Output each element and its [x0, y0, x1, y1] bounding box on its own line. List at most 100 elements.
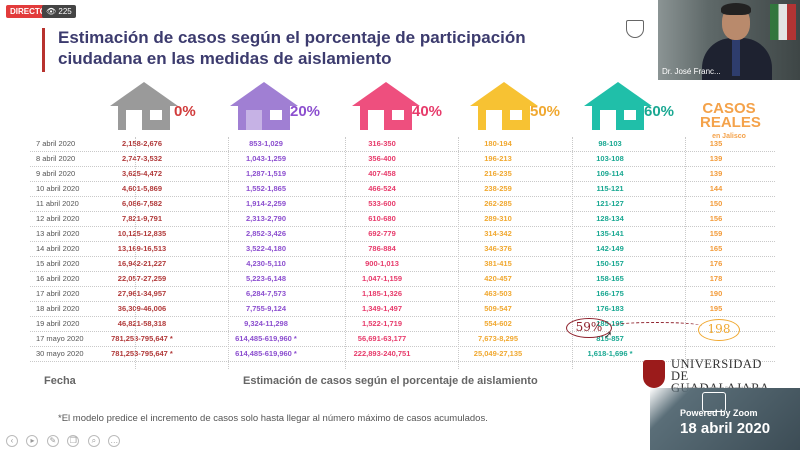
cell-c60: 128-134: [596, 214, 624, 223]
cell-real: 139: [709, 169, 723, 178]
copy-icon[interactable]: ❐: [67, 435, 80, 447]
cell-c60: 166-175: [596, 289, 624, 298]
cell-date: 15 abril 2020: [36, 259, 80, 268]
cell-c20: 853-1,029: [249, 139, 283, 148]
cell-c50: 25,049-27,135: [473, 349, 523, 358]
cell-c50: 180-194: [484, 139, 512, 148]
stream-topbar: DIRECTO 👁 225: [0, 0, 800, 22]
cell-date: 17 abril 2020: [36, 289, 80, 298]
cell-c0: 16,942-21,227: [117, 259, 167, 268]
cell-c60: 150-157: [596, 259, 624, 268]
table-row: 15 abril 2020 16,942-21,227 4,230-5,110 900…: [30, 257, 775, 272]
annotation-198: 198: [698, 319, 740, 341]
udg-logo: UNIVERSIDAD DE GUADALAJARA Red Universit…: [643, 358, 778, 394]
cell-c40: 466-524: [368, 184, 396, 193]
cell-c20: 6,284-7,573: [245, 289, 287, 298]
cell-date: 8 abril 2020: [36, 154, 76, 163]
cell-c60: 815-857: [596, 334, 624, 343]
play-icon[interactable]: ▸: [26, 435, 39, 447]
table-row: 30 mayo 2020 781,253-795,647 * 614,485-619…: [30, 347, 775, 362]
cell-real: 195: [709, 304, 723, 313]
cell-date: 13 abril 2020: [36, 229, 80, 238]
cell-c50: 314-342: [484, 229, 512, 238]
cell-c40: 610-680: [368, 214, 396, 223]
cell-c40: 1,185-1,326: [361, 289, 403, 298]
cell-c0: 10,125-12,835: [117, 229, 167, 238]
cell-real: 178: [709, 274, 723, 283]
house-icon: [108, 80, 180, 132]
column-divider: [685, 137, 686, 369]
cell-date: 12 abril 2020: [36, 214, 80, 223]
cell-date: 30 mayo 2020: [36, 349, 84, 358]
cell-c20: 1,287-1,519: [245, 169, 287, 178]
cell-c20: 9,324-11,298: [244, 319, 288, 328]
more-icon[interactable]: …: [108, 435, 121, 447]
mouse-cursor-icon: ➚: [604, 330, 613, 341]
speaker-video[interactable]: Dr. José Franc...: [658, 0, 800, 80]
cell-c40: 56,691-63,177: [357, 334, 407, 343]
cell-c50: 262-285: [484, 199, 512, 208]
cell-c20: 4,230-5,110: [246, 259, 286, 268]
cell-c40: 786-884: [368, 244, 396, 253]
table-row: 10 abril 2020 4,601-5,869 1,552-1,865 466-5…: [30, 182, 775, 197]
house-icon: [582, 80, 654, 132]
column-divider: [572, 137, 573, 369]
viewer-count: 225: [58, 7, 72, 16]
cell-c50: 346-376: [484, 244, 512, 253]
table-row: 11 abril 2020 6,086-7,582 1,914-2,259 533-6…: [30, 197, 775, 212]
table-row: 13 abril 2020 10,125-12,835 2,852-3,426 692…: [30, 227, 775, 242]
cell-date: 7 abril 2020: [36, 139, 76, 148]
table-row: 17 abril 2020 27,961-34,957 6,284-7,573 1,1…: [30, 287, 775, 302]
participation-percent: 50%: [530, 103, 561, 120]
cell-c40: 1,047-1,159: [361, 274, 403, 283]
search-icon[interactable]: ⌕: [87, 435, 100, 447]
participation-percent: 0%: [174, 103, 196, 120]
flag-icon: [770, 4, 796, 40]
pen-icon[interactable]: ✎: [46, 435, 59, 447]
live-badge: DIRECTO: [6, 5, 50, 18]
shield-icon: [626, 20, 644, 38]
back-icon[interactable]: ‹: [6, 435, 18, 447]
cell-c40: 533-600: [368, 199, 396, 208]
cell-c0: 781,253-795,647 *: [111, 334, 173, 343]
cell-c20: 3,522-4,180: [245, 244, 287, 253]
participation-percent: 60%: [644, 103, 675, 120]
cell-c40: 222,893-240,751: [353, 349, 411, 358]
table-row: 17 mayo 2020 781,253-795,647 * 614,485-619…: [30, 332, 775, 347]
cell-c60: 109-114: [596, 169, 624, 178]
column-divider: [135, 137, 136, 369]
cell-c50: 196-213: [484, 154, 512, 163]
cell-c40: 1,522-1,719: [361, 319, 403, 328]
cell-c50: 216-235: [484, 169, 512, 178]
crest-icon: [643, 360, 665, 388]
house-icon: [228, 80, 300, 132]
cell-date: 19 abril 2020: [36, 319, 80, 328]
table-row: 16 abril 2020 22,057-27,259 5,223-6,148 1,0…: [30, 272, 775, 287]
institution-logo: [620, 20, 650, 60]
cell-date: 11 abril 2020: [36, 199, 79, 208]
cell-c40: 692-779: [368, 229, 396, 238]
estimation-table: 7 abril 2020 2,158-2,676 853-1,029 316-350 1…: [30, 137, 775, 362]
table-row: 18 abril 2020 36,309-46,006 7,755-9,124 1,3…: [30, 302, 775, 317]
cell-c40: 407-458: [368, 169, 396, 178]
cell-c0: 4,601-5,869: [121, 184, 163, 193]
cell-c20: 2,313-2,790: [245, 214, 287, 223]
fecha-label: Fecha: [44, 375, 76, 387]
cell-real: 156: [709, 214, 723, 223]
cell-real: 135: [709, 139, 723, 148]
cell-c40: 1,349-1,497: [361, 304, 403, 313]
cell-real: 159: [709, 229, 723, 238]
footnote: *El modelo predice el incremento de caso…: [58, 413, 488, 424]
player-toolbar: ‹ ▸ ✎ ❐ ⌕ …: [6, 430, 124, 447]
cell-c50: 509-547: [484, 304, 512, 313]
table-row: 14 abril 2020 13,169-16,513 3,522-4,180 786…: [30, 242, 775, 257]
participation-percent: 40%: [412, 103, 443, 120]
cell-c20: 2,852-3,426: [245, 229, 287, 238]
cell-c50: 381-415: [484, 259, 512, 268]
cell-c0: 781,253-795,647 *: [111, 349, 173, 358]
cell-real: 150: [709, 199, 723, 208]
viewer-count-badge: 👁 225: [42, 5, 76, 18]
cell-real: 139: [709, 154, 723, 163]
cell-c50: 289-310: [484, 214, 512, 223]
cell-c40: 356-400: [368, 154, 396, 163]
